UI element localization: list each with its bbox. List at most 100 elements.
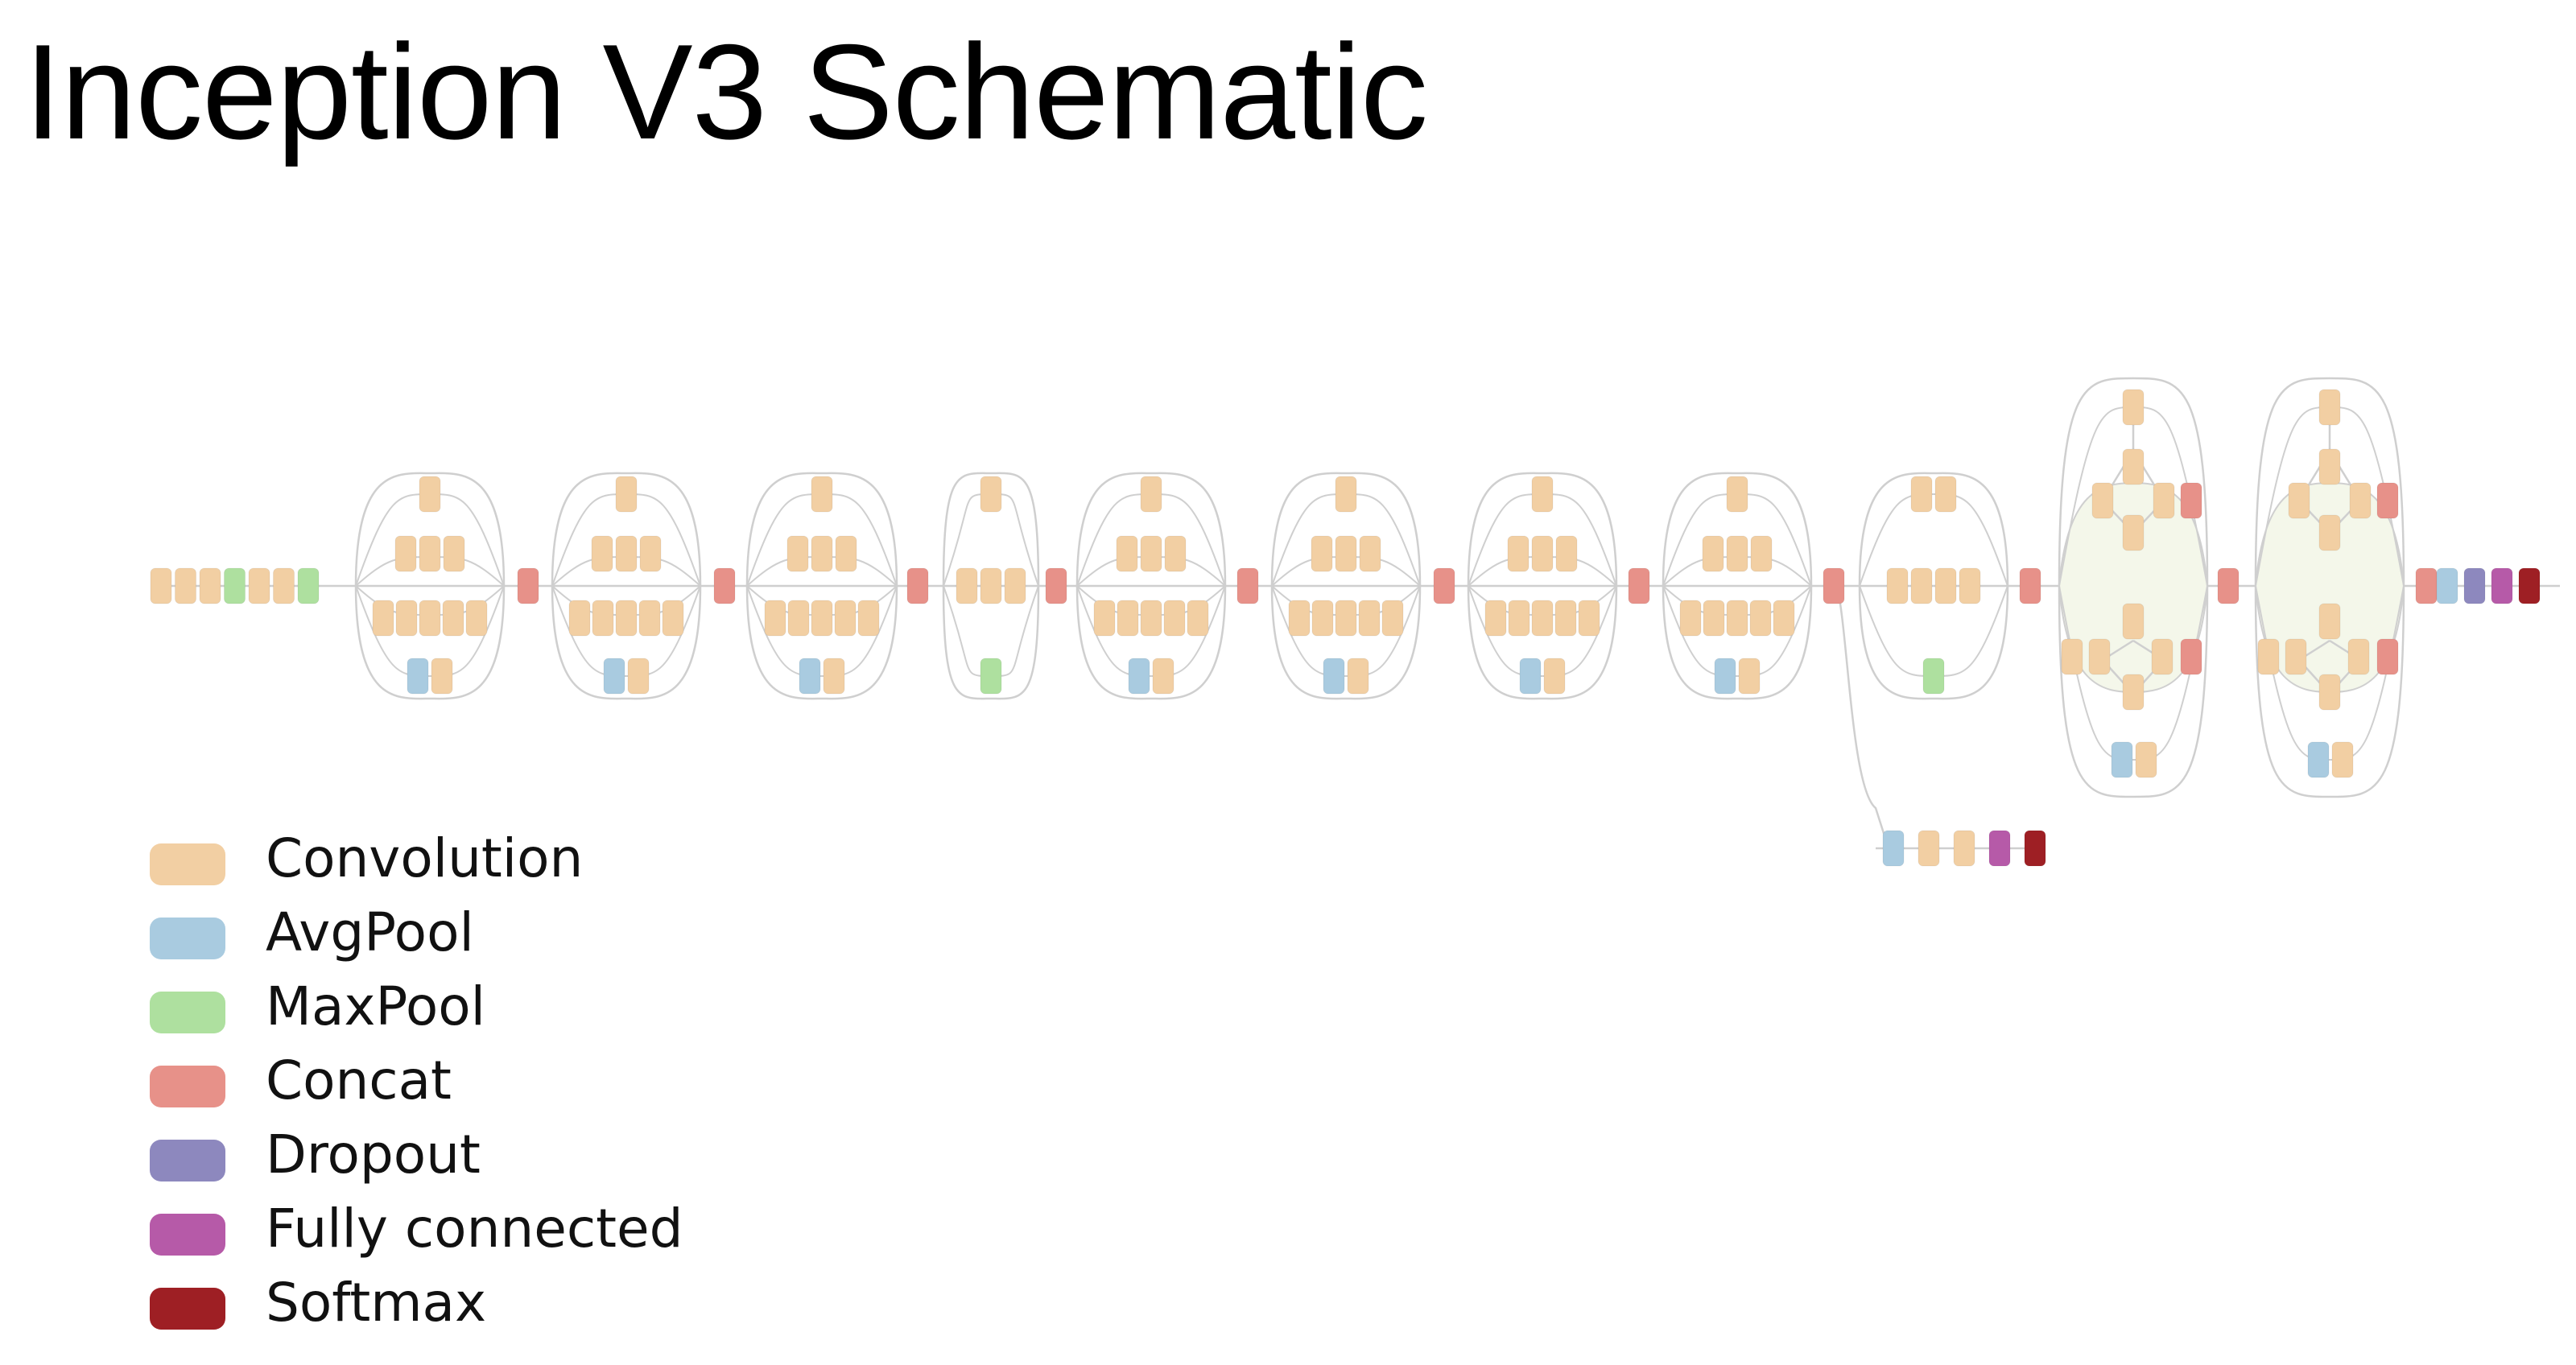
layer-convolution <box>419 535 441 572</box>
layer-maxpool <box>224 567 246 604</box>
layer-convolution <box>615 476 638 513</box>
layer-convolution <box>1886 567 1909 604</box>
layer-convolution <box>1335 476 1357 513</box>
branch-path <box>1468 585 1617 678</box>
layer-convolution <box>2285 638 2307 675</box>
layer-avgpool <box>1323 658 1345 695</box>
layer-convolution <box>431 658 453 695</box>
branch-path <box>1859 493 2008 587</box>
layer-convolution <box>2122 674 2145 711</box>
layer-concat <box>2415 567 2438 604</box>
layer-convolution <box>2122 448 2145 485</box>
layer-convolution <box>662 600 684 637</box>
layer-convolution <box>1702 535 1724 572</box>
branch-path <box>746 585 898 678</box>
layer-convolution <box>1738 658 1761 695</box>
auxiliary-connector <box>1835 585 1890 849</box>
legend-item-convolution: Convolution <box>150 832 874 885</box>
layer-convolution <box>1311 535 1333 572</box>
layer-convolution <box>627 658 650 695</box>
layer-concat <box>2376 638 2399 675</box>
branch-path <box>2255 585 2405 761</box>
layer-convolution <box>591 535 613 572</box>
layer-convolution <box>834 600 857 637</box>
layer-convolution <box>1934 567 1957 604</box>
layer-convolution <box>1726 535 1748 572</box>
layer-convolution <box>2331 741 2354 778</box>
branch-path <box>1271 585 1421 678</box>
layer-concat <box>906 567 929 604</box>
layer-convolution <box>395 600 418 637</box>
layer-convolution <box>1934 476 1957 513</box>
layer-convolution <box>811 535 833 572</box>
layer-convolution <box>2122 603 2145 640</box>
layer-convolution <box>2349 482 2372 519</box>
legend-label: AvgPool <box>266 901 474 963</box>
layer-convolution <box>1004 567 1026 604</box>
layer-convolution <box>823 658 845 695</box>
legend-swatch <box>150 1288 225 1330</box>
layer-convolution <box>150 567 172 604</box>
layer-maxpool <box>1922 658 1945 695</box>
layer-convolution <box>787 600 810 637</box>
layer-convolution <box>1531 600 1554 637</box>
layer-convolution <box>857 600 880 637</box>
layer-convolution <box>394 535 417 572</box>
layer-avgpool <box>2436 567 2458 604</box>
layer-convolution <box>372 600 394 637</box>
branch-path <box>1662 585 1812 678</box>
layer-convolution <box>1918 830 1940 867</box>
layer-convolution <box>248 567 270 604</box>
layers <box>150 389 2541 867</box>
layer-avgpool <box>1882 830 1905 867</box>
layer-convolution <box>2318 674 2341 711</box>
layer-convolution <box>1910 476 1933 513</box>
layer-concat <box>2376 482 2399 519</box>
layer-avgpool <box>2111 741 2133 778</box>
legend-item-maxpool: MaxPool <box>150 980 874 1033</box>
layer-convolution <box>638 600 661 637</box>
layer-softmax <box>2518 567 2541 604</box>
layer-softmax <box>2024 830 2046 867</box>
legend-swatch <box>150 1066 225 1107</box>
layer-avgpool <box>407 658 429 695</box>
layer-convolution <box>443 535 465 572</box>
legend-label: Dropout <box>266 1124 481 1186</box>
layer-convolution <box>1335 535 1357 572</box>
layer-convolution <box>175 567 196 604</box>
branch-path <box>1076 585 1226 678</box>
layer-convolution <box>1578 600 1600 637</box>
layer-concat <box>1236 567 1259 604</box>
layer-convolution <box>615 535 638 572</box>
layer-concat <box>2217 567 2240 604</box>
layer-convolution <box>1910 567 1933 604</box>
layer-concat <box>1045 567 1067 604</box>
layer-convolution <box>2088 638 2111 675</box>
layer-convolution <box>811 600 833 637</box>
layer-concat <box>1823 567 1845 604</box>
branch-path <box>355 585 505 678</box>
layer-convolution <box>2091 482 2114 519</box>
layer-convolution <box>1484 600 1507 637</box>
legend-swatch <box>150 843 225 885</box>
legend-label: MaxPool <box>266 975 485 1037</box>
layer-concat <box>1433 567 1455 604</box>
branch-path <box>551 585 701 678</box>
legend-swatch <box>150 992 225 1033</box>
layer-maxpool <box>297 567 320 604</box>
layer-convolution <box>2318 448 2341 485</box>
layer-convolution <box>1117 600 1139 637</box>
legend-item-fully-connected: Fully connected <box>150 1202 874 1256</box>
layer-concat <box>2019 567 2041 604</box>
layer-convolution <box>1140 476 1162 513</box>
layer-convolution <box>980 476 1002 513</box>
layer-convolution <box>2318 603 2341 640</box>
layer-convolution <box>2135 741 2157 778</box>
layer-convolution <box>1959 567 1981 604</box>
layer-convolution <box>764 600 786 637</box>
layer-concat <box>2180 638 2202 675</box>
layer-convolution <box>1140 600 1162 637</box>
layer-convolution <box>1140 535 1162 572</box>
legend-label: Fully connected <box>266 1198 683 1260</box>
layer-convolution <box>1093 600 1116 637</box>
